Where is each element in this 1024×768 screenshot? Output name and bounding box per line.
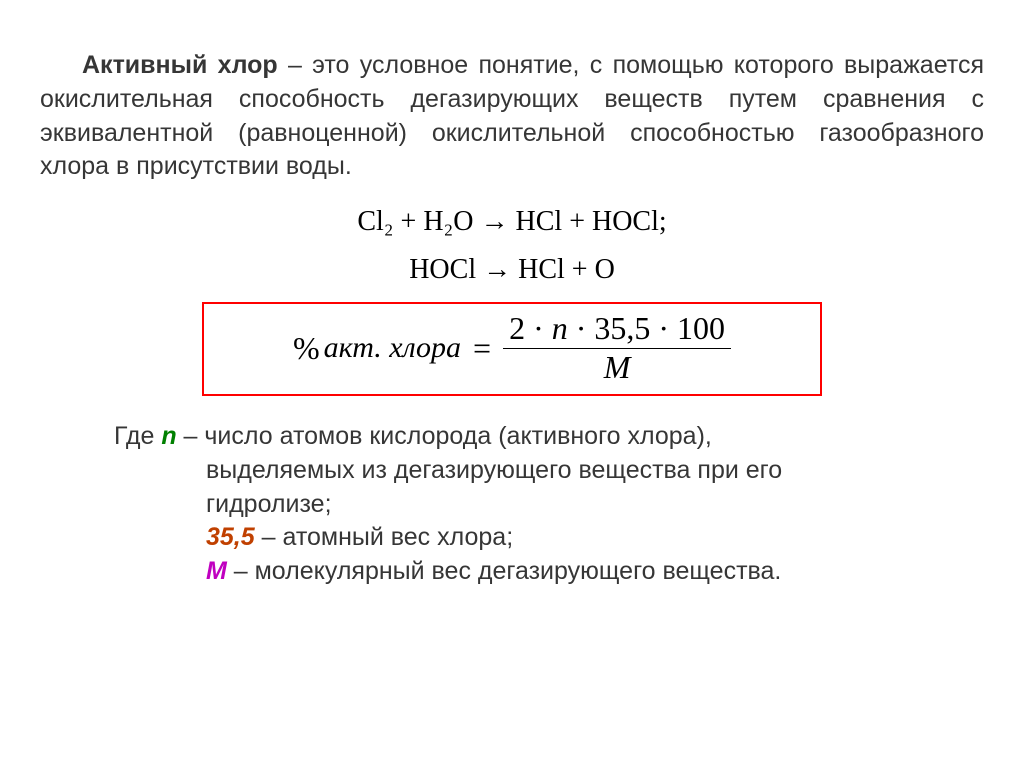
- percent-sign: %: [293, 330, 320, 367]
- legend-n-text2: выделяемых из дегазирующего вещества при…: [206, 454, 964, 488]
- legend-w-symbol: 35,5: [206, 523, 255, 551]
- formula-numerator: 2 · n · 35,5 · 100: [503, 312, 731, 349]
- legend-where: Где: [114, 422, 161, 450]
- formula: % акт. хлора = 2 · n · 35,5 · 100 M: [293, 312, 731, 384]
- formula-denominator: M: [604, 349, 631, 385]
- formula-fraction: 2 · n · 35,5 · 100 M: [503, 312, 731, 384]
- formula-eq: =: [473, 330, 491, 367]
- intro-paragraph: Активный хлор – это условное понятие, с …: [40, 49, 984, 184]
- term-active-chlorine: Активный хлор: [82, 51, 278, 79]
- legend-w-text: – атомный вес хлора;: [255, 523, 513, 551]
- equation-1: Cl₂ + H₂O → HCl + HOCl;: [40, 206, 984, 238]
- legend-n-text1: – число атомов кислорода (активного хлор…: [177, 422, 712, 450]
- equation-2: HOCl → HCl + O: [40, 254, 984, 286]
- legend-line-w: 35,5 – атомный вес хлора;: [206, 521, 964, 555]
- formula-lhs: % акт. хлора: [293, 330, 461, 367]
- legend-m-text: – молекулярный вес дегазирующего веществ…: [227, 557, 782, 585]
- legend-n-symbol: n: [161, 422, 176, 450]
- formula-box: % акт. хлора = 2 · n · 35,5 · 100 M: [202, 302, 822, 396]
- legend-m-symbol: M: [206, 557, 227, 585]
- legend-n-text3: гидролизе;: [206, 488, 964, 522]
- legend: Где n – число атомов кислорода (активног…: [114, 420, 964, 589]
- legend-line-m: M – молекулярный вес дегазирующего вещес…: [206, 555, 964, 589]
- formula-lhs-text: акт. хлора: [324, 331, 461, 365]
- legend-line-n: Где n – число атомов кислорода (активног…: [114, 420, 964, 454]
